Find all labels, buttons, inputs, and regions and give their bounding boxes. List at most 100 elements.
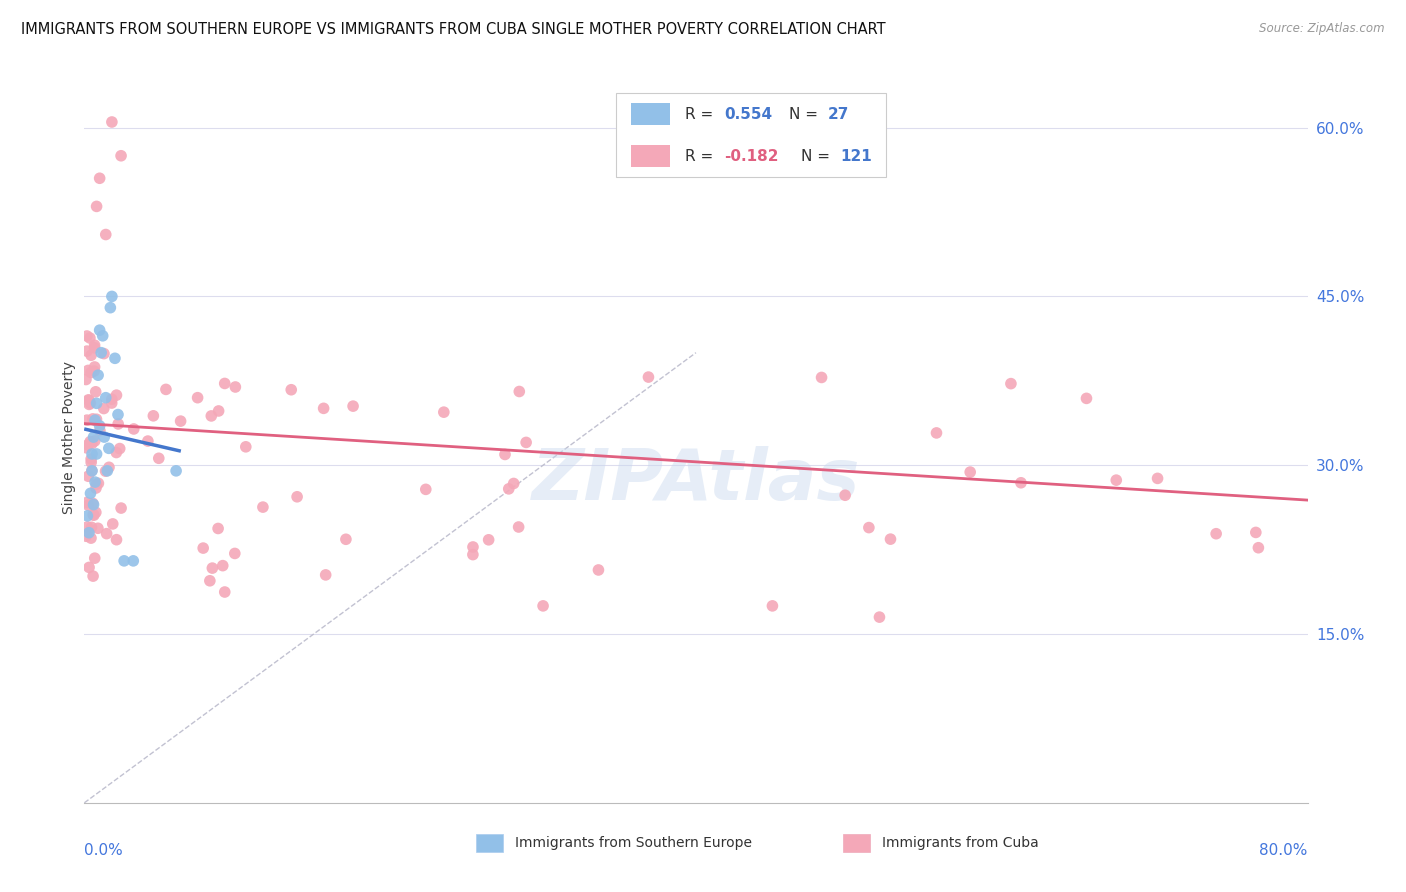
Point bbox=[90, 345, 112, 359]
Text: -0.182: -0.182 bbox=[724, 149, 779, 164]
Point bbox=[79, 434, 101, 449]
Point bbox=[433, 405, 456, 419]
Point bbox=[110, 501, 132, 516]
Point bbox=[959, 465, 981, 479]
Point bbox=[494, 447, 516, 461]
Point bbox=[82, 496, 104, 510]
Point bbox=[165, 464, 187, 478]
Point bbox=[77, 525, 100, 540]
Point bbox=[77, 469, 100, 483]
Point bbox=[136, 434, 159, 448]
Point bbox=[315, 568, 337, 582]
Point bbox=[588, 563, 610, 577]
Point bbox=[87, 476, 110, 491]
Point bbox=[80, 464, 103, 478]
Point bbox=[148, 451, 170, 466]
Point bbox=[1010, 475, 1032, 490]
Text: R =: R = bbox=[685, 149, 718, 164]
Point bbox=[193, 541, 215, 555]
Point bbox=[105, 445, 128, 459]
Point bbox=[96, 526, 118, 541]
Point bbox=[101, 392, 124, 407]
Point bbox=[86, 199, 108, 213]
Text: 0.0%: 0.0% bbox=[84, 843, 124, 858]
Point bbox=[76, 495, 98, 509]
Point bbox=[235, 440, 257, 454]
Point bbox=[810, 370, 832, 384]
Point bbox=[83, 551, 105, 566]
Point bbox=[80, 464, 103, 478]
Point bbox=[252, 500, 274, 515]
Point bbox=[1205, 526, 1227, 541]
Point bbox=[75, 529, 97, 543]
Point bbox=[98, 301, 121, 315]
Point bbox=[112, 554, 135, 568]
Point bbox=[101, 115, 124, 129]
Point bbox=[82, 569, 104, 583]
Point bbox=[478, 533, 501, 547]
Point bbox=[1000, 376, 1022, 391]
Point bbox=[285, 490, 308, 504]
Point bbox=[77, 392, 100, 407]
FancyBboxPatch shape bbox=[475, 834, 503, 852]
Point bbox=[107, 417, 129, 431]
Text: 0.554: 0.554 bbox=[724, 107, 772, 122]
Point bbox=[80, 348, 103, 362]
Point bbox=[280, 383, 302, 397]
Point bbox=[77, 438, 100, 452]
Text: ZIPAtlas: ZIPAtlas bbox=[531, 447, 860, 516]
Point bbox=[76, 329, 98, 343]
Point bbox=[105, 533, 128, 547]
Point bbox=[91, 328, 114, 343]
Point bbox=[83, 498, 105, 512]
Point bbox=[76, 344, 98, 359]
Text: 80.0%: 80.0% bbox=[1260, 843, 1308, 858]
Point bbox=[84, 384, 107, 399]
Point bbox=[80, 447, 103, 461]
Point bbox=[87, 521, 110, 535]
Point bbox=[211, 558, 233, 573]
Point bbox=[122, 422, 145, 436]
Point bbox=[879, 532, 901, 546]
Point bbox=[508, 520, 530, 534]
Text: Immigrants from Cuba: Immigrants from Cuba bbox=[882, 836, 1039, 850]
Point bbox=[142, 409, 165, 423]
Point bbox=[83, 364, 105, 378]
Point bbox=[83, 508, 105, 523]
Point bbox=[89, 418, 111, 433]
Point bbox=[86, 447, 108, 461]
Point bbox=[110, 149, 132, 163]
Point bbox=[80, 455, 103, 469]
Point bbox=[93, 430, 115, 444]
Point bbox=[75, 441, 97, 455]
Point bbox=[80, 520, 103, 534]
Point bbox=[84, 505, 107, 519]
Point bbox=[200, 409, 222, 423]
Point bbox=[207, 521, 229, 535]
Point bbox=[515, 435, 537, 450]
Point bbox=[207, 404, 229, 418]
Point bbox=[83, 434, 105, 448]
Point bbox=[93, 401, 115, 416]
Point bbox=[415, 483, 437, 497]
Point bbox=[461, 548, 484, 562]
Text: 121: 121 bbox=[841, 149, 872, 164]
Point bbox=[86, 396, 108, 410]
Point bbox=[107, 408, 129, 422]
Point bbox=[502, 476, 524, 491]
Point bbox=[224, 546, 246, 560]
Point bbox=[77, 363, 100, 377]
Point bbox=[86, 412, 108, 426]
Point bbox=[82, 412, 104, 426]
Point bbox=[80, 452, 103, 467]
Point bbox=[531, 599, 554, 613]
Point bbox=[108, 442, 131, 456]
Point bbox=[94, 227, 117, 242]
FancyBboxPatch shape bbox=[616, 94, 886, 178]
Point bbox=[84, 413, 107, 427]
Point bbox=[94, 391, 117, 405]
Point bbox=[83, 338, 105, 352]
Point bbox=[761, 599, 783, 613]
Point bbox=[100, 396, 122, 410]
Point bbox=[858, 520, 880, 534]
